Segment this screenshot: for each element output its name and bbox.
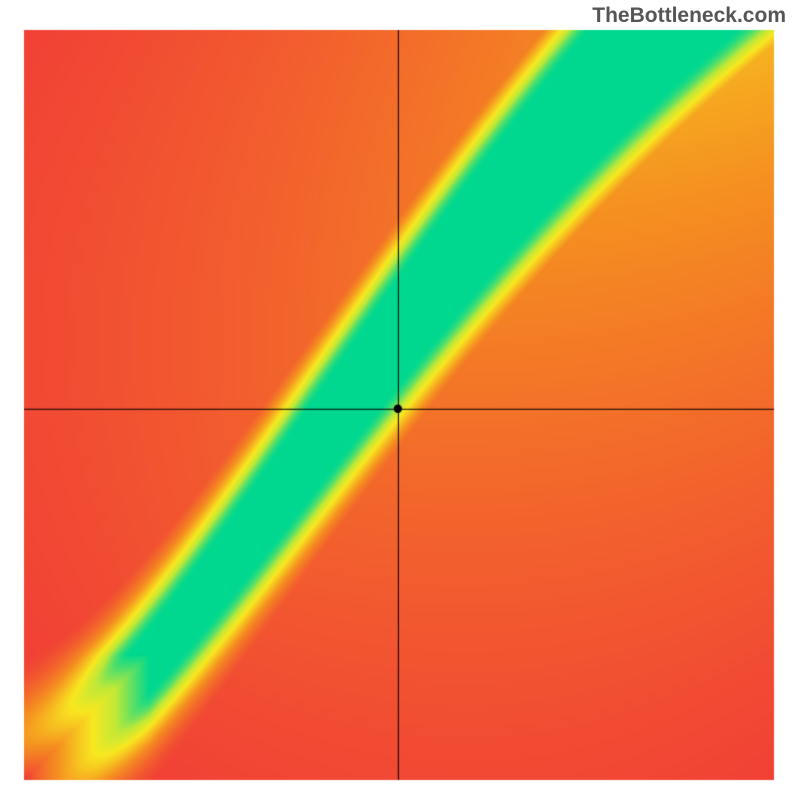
bottleneck-heatmap-canvas (0, 0, 800, 800)
watermark-text: TheBottleneck.com (592, 4, 786, 28)
figure-container: TheBottleneck.com (0, 0, 800, 800)
